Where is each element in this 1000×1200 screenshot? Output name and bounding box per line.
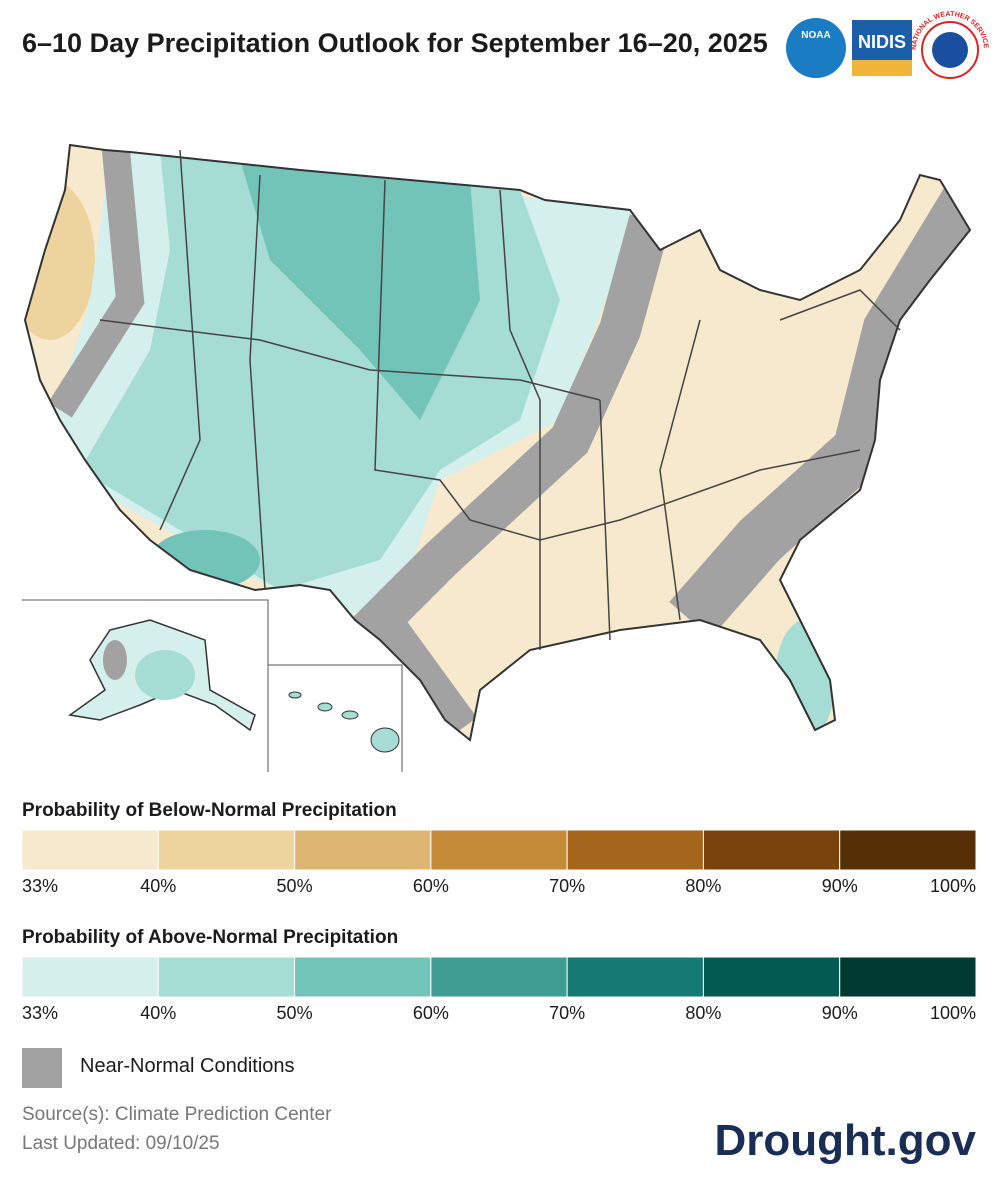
nws-center <box>932 32 968 68</box>
region-above-40 <box>135 650 195 700</box>
legend-title: Probability of Below-Normal Precipitatio… <box>22 800 397 821</box>
hawaii-inset-frame <box>268 664 403 772</box>
legend-tick-label: 50% <box>277 1003 313 1023</box>
legend-tick-label: 40% <box>140 1003 176 1023</box>
legend-tick-label: 50% <box>277 876 313 896</box>
region-above-50 <box>150 530 260 590</box>
legend-swatch <box>21 829 159 871</box>
page-title: 6–10 Day Precipitation Outlook for Septe… <box>22 28 768 58</box>
state-line <box>249 174 266 591</box>
legend-tick-label: 33% <box>22 1003 58 1023</box>
hawaii-island <box>370 727 400 753</box>
state-line <box>99 319 601 401</box>
alaska-inset-frame <box>22 599 269 772</box>
source-text: Source(s): Climate Prediction Center <box>22 1104 332 1125</box>
state-lines <box>99 149 901 650</box>
noaa-logo <box>786 18 846 78</box>
updated-text: Last Updated: 09/10/25 <box>22 1133 220 1154</box>
legend-swatch <box>294 956 432 998</box>
legend-tick-label: 70% <box>549 1003 585 1023</box>
legend-tick-label: 90% <box>822 1003 858 1023</box>
region-near-normal <box>48 145 145 418</box>
region-near-normal <box>352 214 671 740</box>
hawaii-island <box>317 702 333 712</box>
legend-swatch <box>157 829 296 871</box>
legend-tick-label: 40% <box>140 876 176 896</box>
hawaii-map <box>288 691 400 753</box>
legend-swatch <box>294 829 432 871</box>
hawaii-island <box>288 691 302 699</box>
legend-tick-label: 90% <box>822 876 858 896</box>
legend-tick-label: 33% <box>22 876 58 896</box>
region-below-40 <box>25 180 95 340</box>
legend-tick-label: 80% <box>685 1003 721 1023</box>
noaa-text: NOAA <box>801 30 830 41</box>
legend-swatch <box>430 829 568 871</box>
near-normal-label: Near-Normal Conditions <box>80 1055 295 1077</box>
region-near-normal <box>103 640 127 680</box>
state-line <box>374 179 861 541</box>
legend-swatch <box>157 956 296 998</box>
legend-tick-label: 80% <box>685 876 721 896</box>
legend-tick-label: 60% <box>413 1003 449 1023</box>
legend-swatch <box>21 956 159 998</box>
state-line <box>659 319 701 621</box>
legend-swatch <box>566 829 704 871</box>
state-line <box>159 149 201 531</box>
legend-tick-label: 100% <box>930 876 976 896</box>
hawaii-island <box>341 710 359 720</box>
legend-tick-label: 70% <box>549 876 585 896</box>
brand: Drought.gov <box>714 1116 976 1165</box>
state-line <box>779 289 901 331</box>
legend-swatch <box>566 956 704 998</box>
state-line <box>599 399 611 641</box>
legend-swatch <box>839 829 977 871</box>
legend-tick-label: 100% <box>930 1003 976 1023</box>
region-above-50 <box>240 160 480 420</box>
region-above-40 <box>775 620 835 740</box>
nidis-text: NIDIS <box>858 32 906 52</box>
legend-tick-label: 60% <box>413 876 449 896</box>
legend-swatch <box>839 956 977 998</box>
state-line <box>499 189 541 650</box>
nidis-band <box>852 60 912 76</box>
legend-title: Probability of Above-Normal Precipitatio… <box>22 927 398 948</box>
conus-outline <box>23 143 972 742</box>
near-normal-swatch <box>22 1048 62 1088</box>
legend-swatch <box>702 956 841 998</box>
legend-swatch <box>702 829 841 871</box>
legend-swatch <box>430 956 568 998</box>
